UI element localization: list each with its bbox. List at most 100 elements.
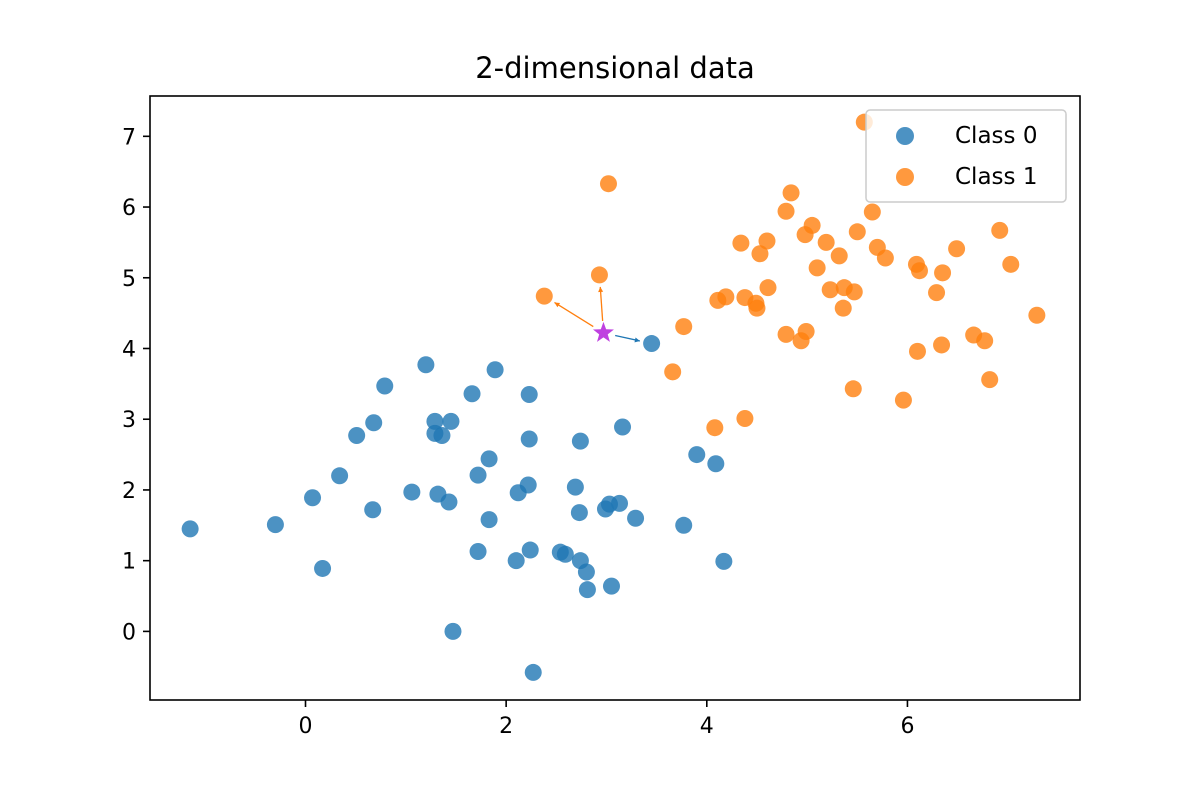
neighbor-arrow bbox=[554, 301, 594, 328]
scatter-point-class-0 bbox=[507, 552, 525, 570]
y-tick-label: 7 bbox=[122, 125, 136, 150]
scatter-point-class-1 bbox=[894, 391, 912, 409]
scatter-point-class-1 bbox=[717, 288, 735, 306]
neighbor-arrow-head bbox=[634, 337, 640, 343]
scatter-point-class-1 bbox=[830, 247, 848, 265]
scatter-point-class-1 bbox=[599, 175, 617, 193]
x-tick-label: 0 bbox=[299, 714, 313, 739]
y-tick-label: 5 bbox=[122, 267, 136, 292]
scatter-point-class-1 bbox=[817, 233, 835, 251]
neighbor-arrow bbox=[598, 286, 604, 322]
scatter-point-class-1 bbox=[1028, 306, 1046, 324]
scatter-point-class-1 bbox=[981, 371, 999, 389]
scatter-point-class-0 bbox=[426, 412, 444, 430]
scatter-point-class-1 bbox=[808, 259, 826, 277]
scatter-point-class-0 bbox=[643, 335, 661, 353]
x-axis: 0 2 4 6 bbox=[299, 700, 914, 739]
scatter-point-class-0 bbox=[480, 511, 498, 529]
scatter-point-class-0 bbox=[314, 559, 332, 577]
x-tick-label: 2 bbox=[499, 714, 513, 739]
scatter-point-class-0 bbox=[578, 581, 596, 599]
scatter-point-class-0 bbox=[266, 516, 284, 534]
scatter-point-class-0 bbox=[707, 455, 725, 473]
y-tick-label: 1 bbox=[122, 550, 136, 575]
legend: Class 0 Class 1 bbox=[865, 109, 1067, 203]
scatter-point-class-1 bbox=[928, 284, 946, 302]
scatter-point-class-1 bbox=[803, 216, 821, 234]
scatter-point-class-1 bbox=[732, 234, 750, 252]
scatter-point-class-1 bbox=[675, 318, 693, 336]
scatter-point-class-0 bbox=[463, 385, 481, 403]
scatter-point-class-0 bbox=[520, 385, 538, 403]
scatter-point-class-0 bbox=[417, 356, 435, 374]
scatter-point-class-1 bbox=[834, 299, 852, 317]
scatter-point-class-0 bbox=[444, 622, 462, 640]
scatter-point-class-1 bbox=[821, 281, 839, 299]
scatter-point-class-1 bbox=[751, 245, 769, 263]
scatter-point-class-1 bbox=[933, 336, 951, 354]
y-tick-label: 6 bbox=[122, 196, 136, 221]
scatter-point-class-0 bbox=[469, 542, 487, 560]
scatter-point-class-0 bbox=[365, 414, 383, 432]
legend-label-class-1: Class 1 bbox=[955, 164, 1037, 190]
scatter-point-class-0 bbox=[556, 545, 574, 563]
scatter-point-class-0 bbox=[627, 509, 645, 527]
scatter-point-class-1 bbox=[910, 262, 928, 280]
neighbor-arrow bbox=[615, 334, 641, 343]
scatter-point-class-1 bbox=[908, 342, 926, 360]
scatter-point-class-1 bbox=[976, 332, 994, 350]
legend-label-class-0: Class 0 bbox=[955, 123, 1037, 149]
scatter-point-class-1 bbox=[777, 325, 795, 343]
neighbor-arrow-shaft bbox=[599, 286, 604, 322]
y-axis: 0 1 2 3 4 5 6 7 bbox=[122, 125, 150, 645]
scatter-point-class-1 bbox=[934, 264, 952, 282]
scatter-point-class-0 bbox=[570, 504, 588, 522]
y-tick-label: 4 bbox=[122, 337, 136, 362]
scatter-point-class-1 bbox=[948, 240, 966, 258]
scatter-point-class-1 bbox=[736, 410, 754, 428]
scatter-point-class-0 bbox=[433, 426, 451, 444]
scatter-point-class-1 bbox=[758, 232, 776, 250]
scatter-point-class-0 bbox=[304, 489, 322, 507]
scatter-point-class-1 bbox=[844, 380, 862, 398]
scatter-point-class-1 bbox=[991, 221, 1009, 239]
scatter-point-class-1 bbox=[863, 203, 881, 221]
neighbor-arrow-head bbox=[598, 286, 604, 293]
scatter-point-class-0 bbox=[602, 577, 620, 595]
y-tick-label: 3 bbox=[122, 408, 136, 433]
legend-marker-class-1 bbox=[896, 168, 914, 186]
chart-title: 2-dimensional data bbox=[475, 51, 755, 85]
scatter-point-class-0 bbox=[611, 494, 629, 512]
plot-area bbox=[181, 113, 1046, 681]
scatter-point-class-1 bbox=[759, 279, 777, 297]
scatter-point-class-0 bbox=[614, 418, 632, 436]
scatter-point-class-1 bbox=[845, 283, 863, 301]
scatter-point-class-1 bbox=[535, 287, 553, 305]
scatter-point-class-0 bbox=[566, 478, 584, 496]
scatter-point-class-0 bbox=[688, 446, 706, 464]
scatter-point-class-0 bbox=[571, 432, 589, 450]
scatter-point-class-1 bbox=[876, 249, 894, 267]
scatter-point-class-1 bbox=[590, 266, 608, 284]
x-tick-label: 4 bbox=[700, 714, 714, 739]
scatter-point-class-0 bbox=[480, 450, 498, 468]
scatter-point-class-0 bbox=[348, 426, 366, 444]
scatter-point-class-0 bbox=[440, 493, 458, 511]
scatter-point-class-0 bbox=[577, 563, 595, 581]
scatter-point-class-0 bbox=[675, 516, 693, 534]
scatter-point-class-0 bbox=[520, 430, 538, 448]
scatter-point-class-0 bbox=[469, 466, 487, 484]
scatter-point-class-0 bbox=[521, 541, 539, 559]
x-tick-label: 6 bbox=[900, 714, 914, 739]
scatter-point-class-0 bbox=[519, 476, 537, 494]
scatter-point-class-0 bbox=[524, 663, 542, 681]
scatter-point-class-0 bbox=[364, 501, 382, 519]
scatter-point-class-0 bbox=[376, 377, 394, 395]
scatter-point-class-1 bbox=[664, 363, 682, 381]
scatter-point-class-1 bbox=[782, 184, 800, 202]
scatter-point-class-1 bbox=[706, 419, 724, 437]
plot-frame bbox=[149, 95, 1081, 701]
legend-marker-class-0 bbox=[896, 127, 914, 145]
y-tick-label: 0 bbox=[122, 620, 136, 645]
